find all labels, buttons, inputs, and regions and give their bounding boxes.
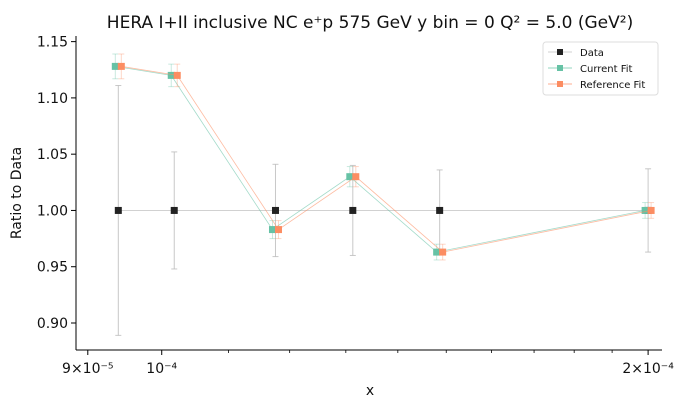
y-tick-label: 1.00 (37, 203, 68, 219)
data-point (271, 206, 279, 214)
y-tick-label: 0.95 (37, 260, 68, 276)
legend: Data Current Fit Reference Fit (542, 41, 659, 96)
x-tick-label: 9×10⁻⁵ (62, 361, 113, 377)
series-line (121, 65, 652, 253)
legend-marker (557, 65, 563, 71)
chart-title: HERA I+II inclusive NC e⁺p 575 GeV y bin… (107, 13, 633, 33)
series-line (115, 65, 646, 253)
data-point (117, 62, 125, 70)
data-point (167, 71, 175, 79)
data-point (111, 62, 119, 70)
y-tick-label: 0.90 (37, 316, 68, 332)
series-current-fit (111, 53, 649, 261)
y-tick-label: 1.05 (37, 147, 68, 163)
x-tick-label: 10⁻⁴ (146, 361, 177, 377)
data-point (439, 248, 447, 256)
legend-marker (557, 81, 563, 87)
data-point (352, 173, 360, 181)
data-point (641, 206, 649, 214)
y-tick-label: 1.15 (37, 35, 68, 51)
x-ticks: 9×10⁻⁵ 10⁻⁴ 2×10⁻⁴ (62, 350, 674, 377)
data-point (436, 206, 444, 214)
data-point (114, 206, 122, 214)
series-data (114, 85, 652, 336)
data-point (433, 248, 441, 256)
legend-label: Reference Fit (580, 80, 645, 91)
plot-area (111, 53, 655, 336)
legend-marker (557, 49, 563, 55)
y-ticks: 0.90 0.95 1.00 1.05 1.10 1.15 (37, 35, 76, 332)
data-point (346, 173, 354, 181)
data-point (274, 226, 282, 234)
x-axis-label: x (366, 383, 374, 399)
y-tick-label: 1.10 (37, 91, 68, 107)
legend-label: Data (580, 48, 604, 59)
legend-box (542, 41, 659, 96)
data-point (647, 206, 655, 214)
data-point (170, 206, 178, 214)
data-point (349, 206, 357, 214)
x-tick-label: 2×10⁻⁴ (622, 361, 674, 377)
legend-label: Current Fit (580, 64, 633, 75)
data-point (173, 71, 181, 79)
y-axis-label: Ratio to Data (9, 147, 25, 239)
data-point (268, 226, 276, 234)
series-reference-fit (117, 53, 655, 261)
